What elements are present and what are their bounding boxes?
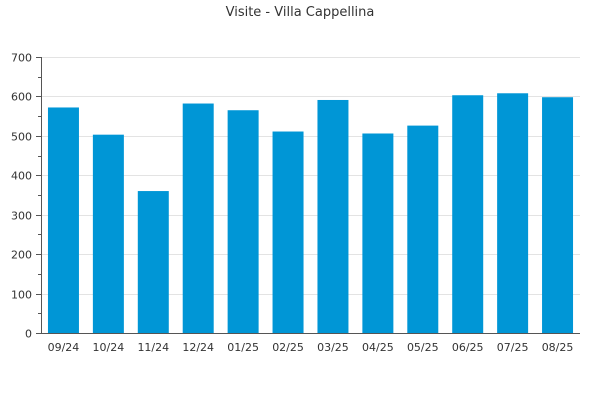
bars — [47, 93, 574, 334]
bar-07-25 — [497, 93, 529, 333]
y-tick-label: 400 — [11, 170, 32, 183]
x-tick-label: 09/24 — [48, 341, 80, 354]
bar-01-25 — [227, 110, 259, 333]
x-tick-label: 05/25 — [407, 341, 439, 354]
y-tick-label: 600 — [11, 91, 32, 104]
x-tick-label: 07/25 — [497, 341, 529, 354]
bar-09-24 — [47, 107, 79, 334]
axes — [36, 57, 580, 334]
y-tick-label: 200 — [11, 249, 32, 262]
bar-10-24 — [92, 134, 124, 333]
bar-05-25 — [407, 125, 439, 333]
x-tick-label: 04/25 — [362, 341, 394, 354]
x-tick-label: 02/25 — [272, 341, 304, 354]
x-tick-labels: 09/24 10/24 11/24 12/24 01/25 02/25 03/25 04/25… — [48, 341, 574, 354]
x-tick-label: 11/24 — [137, 341, 169, 354]
bar-06-25 — [452, 95, 484, 333]
y-tick-labels: 0 100 200 300 400 500 600 700 — [11, 52, 32, 341]
y-tick-label: 500 — [11, 131, 32, 144]
x-tick-label: 08/25 — [542, 341, 574, 354]
y-tick-label: 100 — [11, 289, 32, 302]
x-tick-label: 06/25 — [452, 341, 484, 354]
grid-lines — [41, 57, 580, 295]
bar-03-25 — [317, 99, 349, 333]
bar-02-25 — [272, 131, 304, 333]
chart-title: Visite - Villa Cappellina — [226, 5, 375, 20]
y-tick-label: 300 — [11, 210, 32, 223]
y-tick-label: 0 — [25, 328, 32, 341]
x-tick-label: 10/24 — [93, 341, 125, 354]
y-tick-label: 700 — [11, 52, 32, 65]
bar-11-24 — [137, 191, 169, 333]
bar-08-25 — [542, 97, 574, 334]
x-tick-label: 12/24 — [182, 341, 214, 354]
x-tick-label: 03/25 — [317, 341, 349, 354]
x-tick-label: 01/25 — [227, 341, 259, 354]
bar-12-24 — [182, 103, 214, 333]
bar-04-25 — [362, 133, 394, 333]
